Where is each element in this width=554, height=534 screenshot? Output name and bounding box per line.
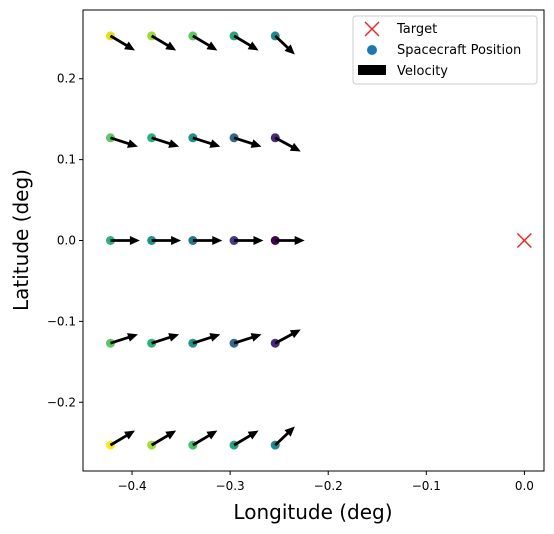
legend-frame: [352, 15, 538, 85]
position-point: [105, 133, 115, 143]
x-tick-label: −0.1: [412, 479, 441, 493]
y-tick-label: −0.2: [47, 395, 76, 409]
velocity-arrow: [192, 136, 221, 148]
y-tick-label: 0.1: [57, 153, 76, 167]
velocity-arrow: [233, 34, 259, 51]
y-axis-ticks: −0.2 −0.1 0.0 0.1 0.2: [47, 72, 83, 409]
velocity-arrow: [150, 430, 177, 447]
velocity-arrow: [109, 430, 135, 447]
y-tick-label: 0.0: [57, 234, 76, 248]
x-axis-title: Longitude (deg): [233, 500, 392, 524]
y-tick-label: 0.2: [57, 72, 76, 86]
velocity-arrow: [192, 333, 221, 345]
position-point: [105, 338, 115, 348]
velocity-arrow: [109, 34, 135, 51]
velocity-arrow: [274, 34, 295, 55]
velocity-arrow: [233, 136, 262, 148]
velocity-arrow: [151, 136, 180, 148]
x-tick-label: −0.2: [314, 479, 343, 493]
velocity-arrow: [192, 236, 223, 245]
chart-marks: [105, 31, 532, 450]
y-axis-title: Latitude (deg): [9, 169, 33, 311]
position-point: [147, 338, 157, 348]
legend-velocity-label: Velocity: [397, 64, 448, 79]
velocity-arrow: [151, 236, 182, 245]
velocity-arrow: [274, 426, 295, 447]
velocity-arrow: [233, 333, 262, 345]
legend-target-label: Target: [396, 22, 437, 37]
velocity-arrow: [234, 236, 264, 245]
target-marker: [516, 233, 532, 248]
y-tick-label: −0.1: [47, 314, 76, 328]
position-point: [270, 236, 280, 245]
velocity-arrow: [192, 430, 218, 447]
legend: Target Spacecraft Position Velocity: [352, 15, 538, 85]
velocity-arrow: [274, 136, 301, 152]
velocity-arrow: [110, 136, 138, 148]
legend-target-marker: [364, 21, 380, 37]
velocity-arrow: [274, 329, 301, 345]
velocity-arrow: [151, 333, 180, 345]
velocity-arrow: [233, 430, 259, 447]
position-point: [147, 236, 157, 245]
position-point: [188, 236, 198, 245]
legend-position-label: Spacecraft Position: [397, 43, 521, 58]
velocity-arrow: [275, 236, 305, 245]
legend-position-marker: [367, 45, 377, 55]
x-tick-label: −0.3: [216, 479, 245, 493]
x-tick-label: −0.4: [117, 479, 146, 493]
x-axis-ticks: −0.4 −0.3 −0.2 −0.1 0.0: [117, 471, 534, 493]
velocity-arrow: [110, 333, 138, 345]
velocity-arrow: [192, 34, 218, 51]
velocity-arrow: [150, 34, 177, 51]
position-point: [147, 133, 157, 143]
x-tick-label: 0.0: [515, 479, 534, 493]
velocity-arrow: [110, 236, 140, 245]
legend-velocity-marker: [358, 65, 386, 75]
